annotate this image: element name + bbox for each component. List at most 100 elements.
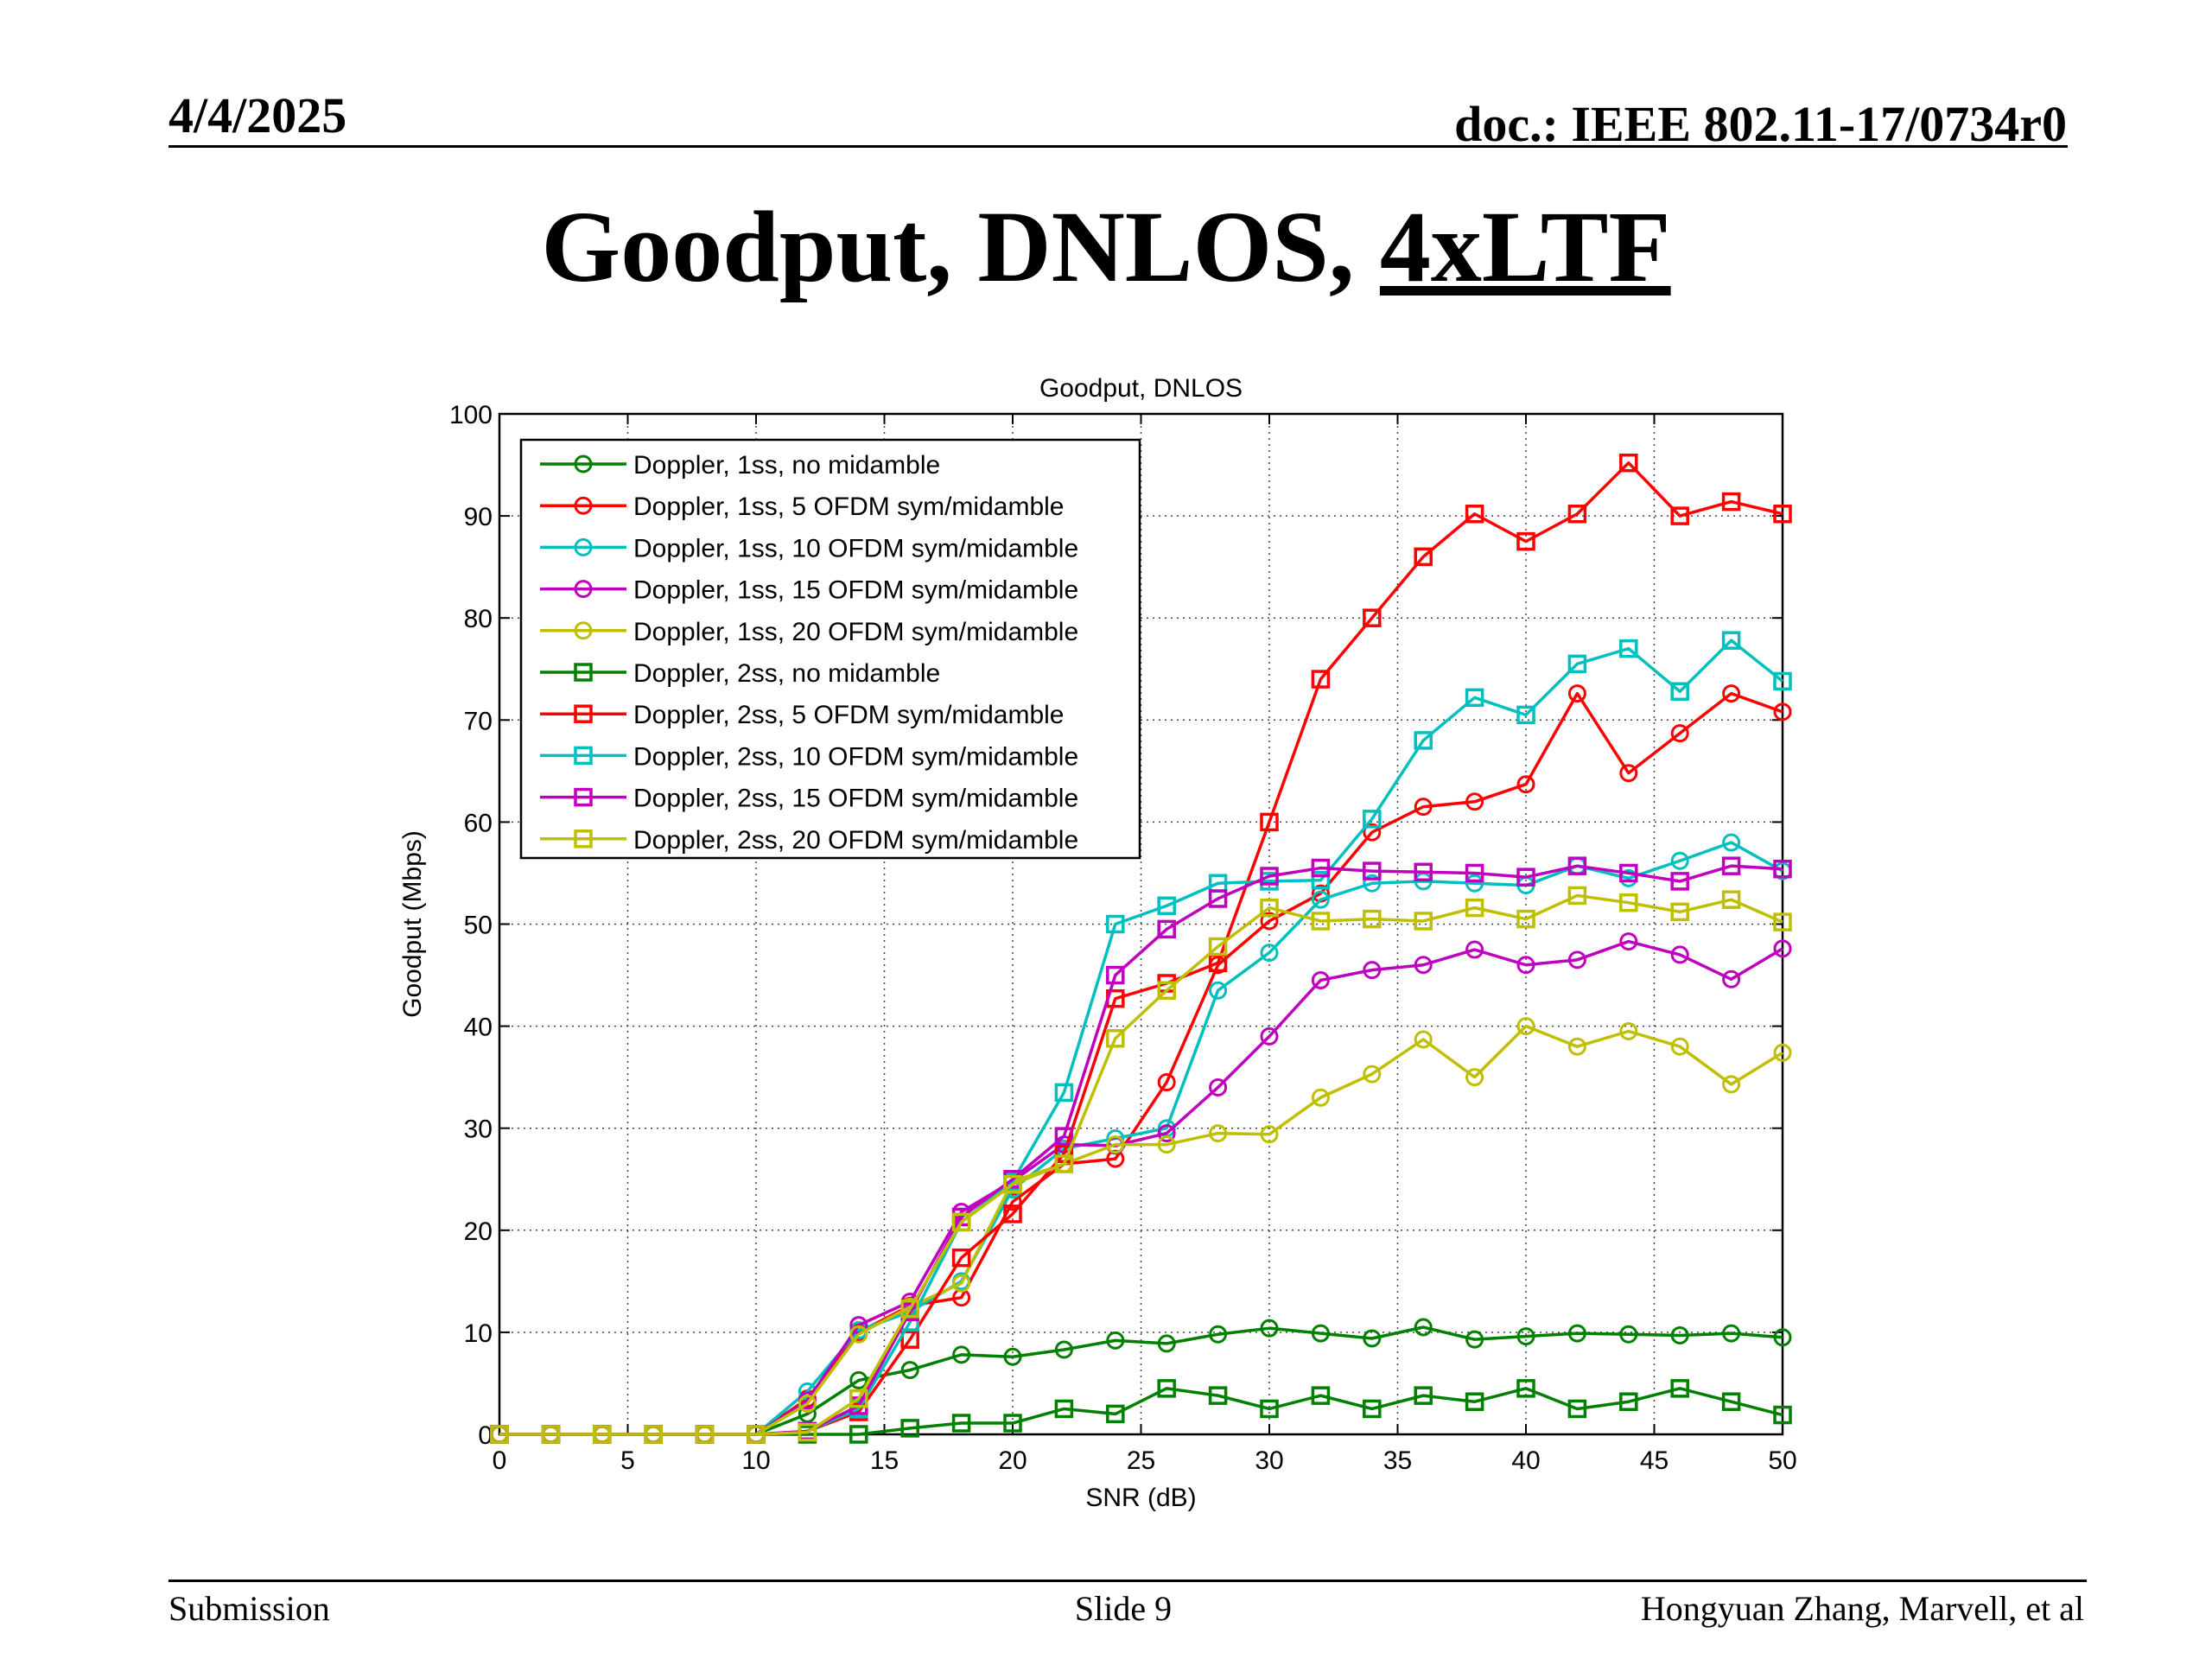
legend-marker <box>574 454 593 474</box>
data-point <box>1619 1325 1638 1344</box>
data-point <box>1670 682 1689 701</box>
data-point <box>1567 654 1587 674</box>
legend-marker <box>574 496 593 515</box>
data-point <box>1722 684 1741 703</box>
data-point <box>1670 902 1689 922</box>
data-point <box>1311 870 1331 890</box>
data-point <box>1414 912 1433 931</box>
data-point <box>1311 912 1331 931</box>
data-point <box>900 1361 919 1380</box>
data-point <box>1363 861 1382 880</box>
x-tick-label: 10 <box>741 1446 770 1475</box>
data-point <box>1157 1073 1176 1092</box>
legend-entry: Doppler, 1ss, no midamble <box>540 451 940 480</box>
data-point <box>1773 1043 1792 1062</box>
data-point <box>1157 1124 1176 1143</box>
data-point <box>1003 1174 1022 1194</box>
y-tick-label: 70 <box>464 707 493 735</box>
data-point <box>1465 863 1484 883</box>
x-tick-label: 40 <box>1511 1446 1540 1475</box>
data-point <box>849 1425 868 1444</box>
data-point <box>1721 631 1741 650</box>
legend-marker <box>574 830 593 849</box>
data-point <box>1721 1392 1741 1411</box>
data-point <box>1567 886 1587 906</box>
data-point <box>1465 504 1484 524</box>
legend-label: Doppler, 2ss, 10 OFDM sym/midamble <box>633 742 1078 771</box>
data-point <box>1670 724 1689 743</box>
slide-title: Goodput, DNLOS, 4xLTF <box>0 188 2212 306</box>
data-point <box>1465 898 1484 918</box>
data-point <box>1311 1088 1330 1107</box>
data-point <box>1003 1414 1022 1433</box>
data-point <box>1567 950 1586 969</box>
data-point <box>1773 939 1792 958</box>
data-point <box>490 1425 509 1444</box>
legend-label: Doppler, 1ss, no midamble <box>633 451 940 480</box>
data-point <box>1311 1324 1330 1343</box>
legend-label: Doppler, 2ss, 20 OFDM sym/midamble <box>633 826 1078 855</box>
legend-entry: Doppler, 1ss, 5 OFDM sym/midamble <box>540 493 1064 521</box>
data-point <box>1516 531 1535 551</box>
data-point <box>1516 909 1535 929</box>
data-point <box>1363 909 1382 929</box>
legend-label: Doppler, 2ss, no midamble <box>633 659 940 688</box>
header-rule <box>168 145 2068 148</box>
data-point <box>1516 775 1535 794</box>
data-point <box>1363 1329 1382 1348</box>
data-point <box>1465 940 1484 959</box>
data-point <box>1311 970 1330 989</box>
legend-entry: Doppler, 1ss, 15 OFDM sym/midamble <box>540 576 1078 605</box>
data-point <box>695 1425 715 1444</box>
data-point <box>1619 863 1638 883</box>
data-point <box>1722 833 1741 852</box>
data-point <box>951 1414 971 1433</box>
data-point <box>1465 874 1484 893</box>
data-point <box>1670 1325 1689 1344</box>
data-point <box>1414 956 1433 975</box>
legend-marker <box>574 787 593 807</box>
data-point <box>1773 1328 1792 1347</box>
legend-entry: Doppler, 2ss, 10 OFDM sym/midamble <box>540 742 1078 771</box>
data-point <box>1516 705 1535 725</box>
y-tick-label: 0 <box>478 1421 493 1450</box>
legend-marker <box>574 746 593 766</box>
data-point <box>1465 688 1484 708</box>
data-point <box>1157 1334 1176 1353</box>
legend-label: Doppler, 2ss, 5 OFDM sym/midamble <box>633 701 1064 729</box>
data-point <box>1619 1022 1638 1041</box>
data-point <box>1260 867 1279 886</box>
data-point <box>1414 1030 1433 1049</box>
data-point <box>1465 792 1484 811</box>
data-point <box>1414 798 1433 817</box>
slide-title-main: Goodput, DNLOS, <box>541 190 1380 303</box>
data-point <box>849 1325 868 1344</box>
legend-marker <box>574 663 593 682</box>
data-point <box>1208 889 1228 908</box>
data-point <box>1260 1027 1279 1046</box>
ticks: 0 5 10 15 20 25 30 35 40 45 50 0 10 20 30 40 50 60 70 80 90 1… <box>449 401 1797 1475</box>
header-date: 4/4/2025 <box>168 87 347 143</box>
data-point <box>1465 1392 1484 1411</box>
slide-title-underlined: 4xLTF <box>1379 190 1671 303</box>
data-point <box>1670 1379 1689 1398</box>
data-point <box>1567 684 1586 703</box>
data-point <box>1106 914 1125 934</box>
data-point <box>1003 1205 1022 1224</box>
data-point <box>1773 1405 1792 1425</box>
data-point <box>1465 1068 1484 1087</box>
data-point <box>1567 504 1587 524</box>
data-point <box>952 1274 971 1293</box>
legend-box <box>519 438 1141 860</box>
data-point <box>1721 856 1741 875</box>
chart-title: Goodput, DNLOS <box>1039 374 1243 403</box>
data-point <box>1260 1319 1279 1338</box>
data-point <box>1619 453 1638 473</box>
data-point <box>952 1345 971 1364</box>
legend-entry: Doppler, 1ss, 10 OFDM sym/midamble <box>540 534 1078 563</box>
data-point <box>798 1422 817 1442</box>
y-tick-label: 30 <box>464 1116 493 1144</box>
data-point <box>951 1248 971 1268</box>
y-tick-label: 100 <box>449 401 493 429</box>
y-tick-label: 50 <box>464 912 493 940</box>
